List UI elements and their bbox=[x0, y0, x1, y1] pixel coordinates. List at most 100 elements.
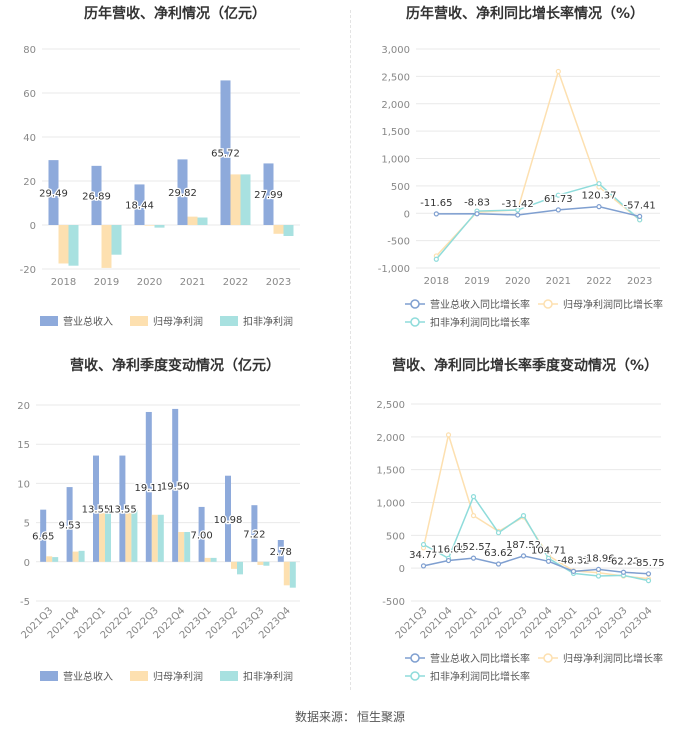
line-营业总收入同比增长率 bbox=[436, 205, 640, 218]
y-tick-label: 2,500 bbox=[376, 400, 405, 411]
legend-label: 营业总收入同比增长率 bbox=[430, 652, 530, 665]
legend-swatch bbox=[130, 316, 148, 326]
legend-label: 归母净利润同比增长率 bbox=[563, 652, 663, 665]
point-扣非净利润同比增长率 bbox=[433, 256, 439, 262]
legend-marker bbox=[410, 671, 420, 681]
bar-扣非净利润 bbox=[237, 561, 243, 575]
data-label: 29.49 bbox=[39, 189, 68, 200]
panel-divider bbox=[350, 10, 351, 690]
bar-营业总收入 bbox=[134, 184, 145, 225]
data-label: 19.11 bbox=[134, 483, 163, 494]
y-tick-label: 40 bbox=[23, 133, 36, 144]
data-label: -48.32 bbox=[557, 555, 589, 566]
bar-扣非净利润 bbox=[240, 174, 251, 225]
bar-营业总收入 bbox=[145, 411, 152, 562]
bar-归母净利润 bbox=[125, 510, 132, 562]
y-tick-label: 10 bbox=[17, 479, 30, 490]
legend-label: 扣非净利润同比增长率 bbox=[430, 316, 530, 329]
data-label: -57.41 bbox=[624, 200, 656, 211]
data-label: -85.75 bbox=[632, 558, 664, 569]
quarterly-values-chart: 营收、净利季度变动情况（亿元） -5 0 5 10 15 20 2021Q3 2021Q4 202… bbox=[0, 352, 350, 702]
data-label: 26.89 bbox=[82, 191, 111, 202]
point-扣非净利润同比增长率 bbox=[470, 493, 477, 500]
data-label: 29.82 bbox=[168, 188, 197, 199]
bar-营业总收入 bbox=[198, 506, 205, 562]
point-营业总收入同比增长率 bbox=[595, 566, 602, 573]
y-tick-label: -5 bbox=[20, 597, 30, 608]
data-source-footer: 数据来源： 恒生聚源 bbox=[0, 708, 700, 725]
point-扣非净利润同比增长率 bbox=[555, 192, 561, 198]
data-label: 2.78 bbox=[270, 547, 292, 558]
x-tick-label: 2019 bbox=[464, 276, 489, 287]
y-tick-label: -500 bbox=[382, 597, 405, 608]
annual-growth-chart: 历年营收、净利同比增长率情况（%） -1,000 -500 0 500 1,000 1,50… bbox=[350, 0, 700, 350]
annual-growth-svg: 历年营收、净利同比增长率情况（%） -1,000 -500 0 500 1,000 1,50… bbox=[378, 5, 663, 329]
chart-title: 历年营收、净利同比增长率情况（%） bbox=[406, 5, 644, 22]
bar-归母净利润 bbox=[204, 557, 211, 562]
legend-label: 营业总收入同比增长率 bbox=[430, 298, 530, 311]
point-归母净利润同比增长率 bbox=[555, 68, 561, 75]
bar-扣非净利润 bbox=[210, 557, 217, 562]
point-扣非净利润同比增长率 bbox=[520, 513, 527, 519]
legend-swatch bbox=[220, 671, 238, 681]
data-label: 34.77 bbox=[409, 550, 438, 561]
point-营业总收入同比增长率 bbox=[515, 212, 521, 218]
bar-归母净利润 bbox=[72, 551, 79, 562]
y-tick-label: 500 bbox=[391, 182, 410, 193]
bar-营业总收入 bbox=[220, 80, 231, 225]
point-归母净利润同比增长率 bbox=[445, 432, 452, 438]
bar-归母净利润 bbox=[257, 561, 264, 565]
x-tick-label: 2022 bbox=[586, 276, 611, 287]
point-扣非净利润同比增长率 bbox=[495, 530, 502, 536]
y-tick-label: 0 bbox=[24, 558, 30, 569]
point-营业总收入同比增长率 bbox=[433, 211, 439, 217]
y-tick-label: 3,000 bbox=[381, 45, 410, 56]
bar-扣非净利润 bbox=[283, 225, 294, 236]
data-label: 13.55 bbox=[108, 505, 137, 516]
point-营业总收入同比增长率 bbox=[474, 211, 480, 217]
point-营业总收入同比增长率 bbox=[596, 204, 602, 210]
legend-marker bbox=[543, 653, 553, 663]
y-tick-label: 2,000 bbox=[381, 100, 410, 111]
x-tick-label: 2019 bbox=[94, 277, 119, 288]
data-label: 6.65 bbox=[32, 532, 54, 543]
bar-营业总收入 bbox=[40, 509, 47, 562]
x-tick-label: 2022 bbox=[223, 277, 248, 288]
legend-marker bbox=[410, 299, 420, 309]
legend-label: 归母净利润同比增长率 bbox=[563, 298, 663, 311]
point-营业总收入同比增长率 bbox=[495, 561, 502, 567]
point-营业总收入同比增长率 bbox=[555, 207, 561, 213]
bar-营业总收入 bbox=[66, 487, 73, 562]
x-tick-label: 2020 bbox=[505, 276, 530, 287]
point-扣非净利润同比增长率 bbox=[595, 573, 602, 579]
bar-扣非净利润 bbox=[263, 561, 270, 566]
bar-扣非净利润 bbox=[68, 225, 79, 266]
legend-swatch bbox=[40, 671, 58, 681]
data-label: 104.71 bbox=[531, 545, 566, 556]
bar-营业总收入 bbox=[48, 160, 59, 225]
point-营业总收入同比增长率 bbox=[445, 557, 452, 564]
data-source-name: 恒生聚源 bbox=[357, 710, 406, 724]
chart-title: 营收、净利同比增长率季度变动情况（%） bbox=[392, 357, 658, 374]
x-tick-label: 2021 bbox=[546, 276, 571, 287]
data-label: 65.72 bbox=[211, 149, 240, 160]
bar-归母净利润 bbox=[151, 514, 158, 562]
point-扣非净利润同比增长率 bbox=[515, 207, 521, 213]
data-label: 19.50 bbox=[161, 481, 190, 492]
bar-归母净利润 bbox=[283, 561, 290, 586]
point-营业总收入同比增长率 bbox=[620, 569, 627, 575]
data-label: -62.22 bbox=[607, 556, 639, 567]
point-营业总收入同比增长率 bbox=[520, 553, 527, 559]
y-tick-label: 500 bbox=[386, 531, 405, 542]
bar-归母净利润 bbox=[178, 532, 185, 562]
bar-营业总收入 bbox=[251, 505, 258, 562]
legend-swatch bbox=[40, 316, 58, 326]
data-label: 120.37 bbox=[582, 191, 617, 202]
x-tick-label: 2020 bbox=[137, 277, 162, 288]
point-营业总收入同比增长率 bbox=[545, 558, 552, 564]
legend-label: 扣非净利润 bbox=[243, 670, 293, 683]
data-label: 13.55 bbox=[82, 505, 111, 516]
chart-title: 历年营收、净利情况（亿元） bbox=[84, 5, 266, 22]
x-tick-label: 2023 bbox=[266, 277, 291, 288]
bar-扣非净利润 bbox=[289, 561, 296, 588]
